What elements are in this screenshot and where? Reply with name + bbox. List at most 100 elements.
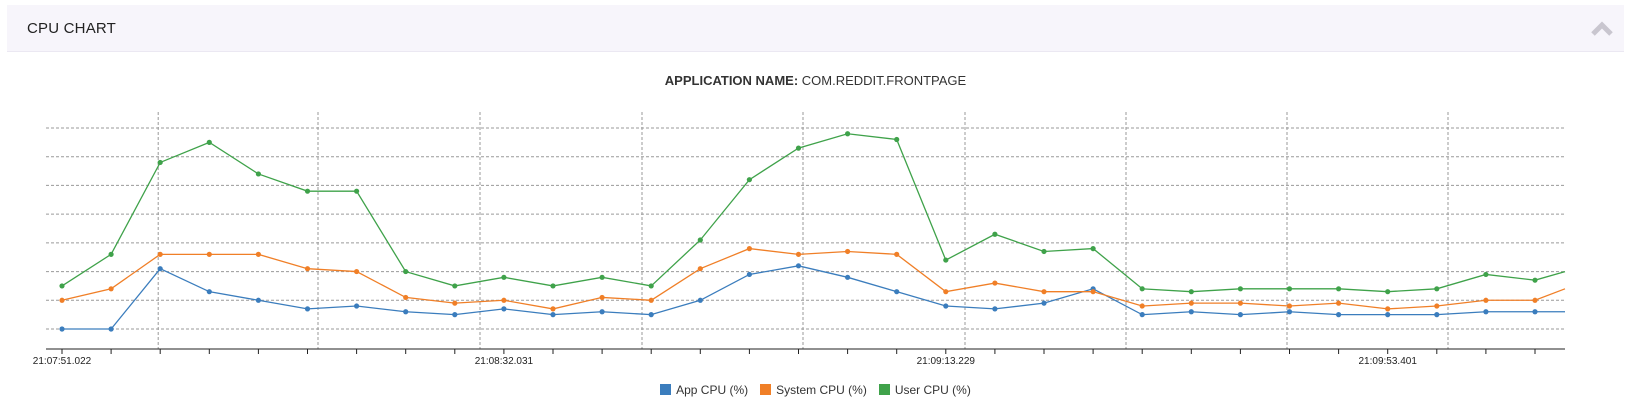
data-point [795,263,802,269]
data-point [1188,309,1194,315]
data-point [746,246,753,252]
data-point [1483,271,1489,278]
data-point [894,289,900,295]
data-point [206,139,212,145]
data-point [59,297,65,303]
x-tick-label: 21:09:13.229 [917,356,976,367]
data-point [206,251,212,257]
data-point [1532,297,1538,303]
data-point [1237,286,1243,292]
data-point [501,297,507,303]
data-point [403,268,409,275]
data-point [599,274,605,280]
data-point [992,231,998,237]
data-point [157,266,163,272]
data-point [108,251,114,257]
data-point [452,300,458,306]
data-point [992,306,998,312]
chart-legend: App CPU (%) System CPU (%) User CPU (%) [0,383,1631,397]
data-point [697,266,703,272]
legend-label: App CPU (%) [676,383,749,397]
data-point [992,280,998,286]
data-point [1385,312,1391,318]
data-point [746,271,753,278]
data-point [795,145,802,151]
data-point [1532,277,1538,283]
data-point [599,294,605,301]
data-point [1434,303,1440,309]
data-point [1139,286,1145,292]
data-point [1286,303,1293,309]
legend-swatch [660,384,672,395]
legend-swatch [760,384,772,395]
data-point [1237,300,1243,306]
data-point [845,274,851,280]
data-point [354,188,360,194]
data-point [1483,297,1489,303]
series-line-2 [61,133,1566,293]
data-point [403,294,409,301]
series-line-1 [61,247,1566,310]
x-tick-label: 21:07:51.022 [33,356,92,367]
legend-label: System CPU (%) [776,383,867,397]
data-point [550,312,556,318]
application-name-label: APPLICATION NAME: [664,73,799,88]
data-point [1286,286,1293,292]
data-point [648,297,654,303]
data-point [501,274,507,280]
data-point [795,251,802,257]
data-point [550,283,556,289]
data-point [255,171,261,177]
data-point [943,257,949,263]
data-point [1434,312,1440,318]
data-point [1385,306,1391,312]
cpu-line-chart: 21:07:51.022 21:08:32.031 21:09:13.229 21:0… [33,112,1566,367]
data-point [157,251,163,257]
legend-label: User CPU (%) [894,383,971,397]
data-point [206,289,212,295]
data-point [894,136,900,143]
data-point [1237,312,1243,318]
data-point [1041,289,1047,295]
data-point [648,283,654,289]
data-point [354,303,360,309]
panel-header: CPU CHART [7,5,1624,52]
data-point [1336,286,1342,292]
data-point [108,286,114,292]
legend-item[interactable]: User CPU (%) [878,383,971,397]
data-point [1483,309,1489,315]
data-point [1336,312,1342,318]
data-point [59,326,65,332]
data-point [697,297,703,303]
data-point [1041,300,1047,306]
data-point [1139,303,1145,309]
data-point [1336,300,1342,306]
data-point [108,326,114,332]
data-point [255,251,261,257]
data-point [1434,286,1440,292]
data-point [304,306,311,312]
data-point [1041,248,1047,255]
data-point [452,283,458,289]
data-point [943,289,949,295]
data-point [1090,289,1096,295]
legend-item[interactable]: System CPU (%) [760,383,867,397]
data-point [157,159,163,166]
chevron-up-icon[interactable] [1588,15,1616,41]
data-point [550,306,556,312]
data-point [1188,289,1194,295]
data-point [845,248,851,255]
data-point [304,266,311,272]
data-point [1532,309,1538,315]
legend-item[interactable]: App CPU (%) [660,383,748,397]
series-line-0 [62,265,1565,330]
data-point [599,309,605,315]
data-point [403,309,409,315]
application-name: APPLICATION NAME: COM.REDDIT.FRONTPAGE [0,73,1631,88]
data-point [1188,300,1194,306]
data-point [845,131,851,137]
legend-swatch [878,384,890,395]
application-name-value: COM.REDDIT.FRONTPAGE [801,73,967,88]
panel-title: CPU CHART [27,20,117,37]
data-point [943,303,949,309]
